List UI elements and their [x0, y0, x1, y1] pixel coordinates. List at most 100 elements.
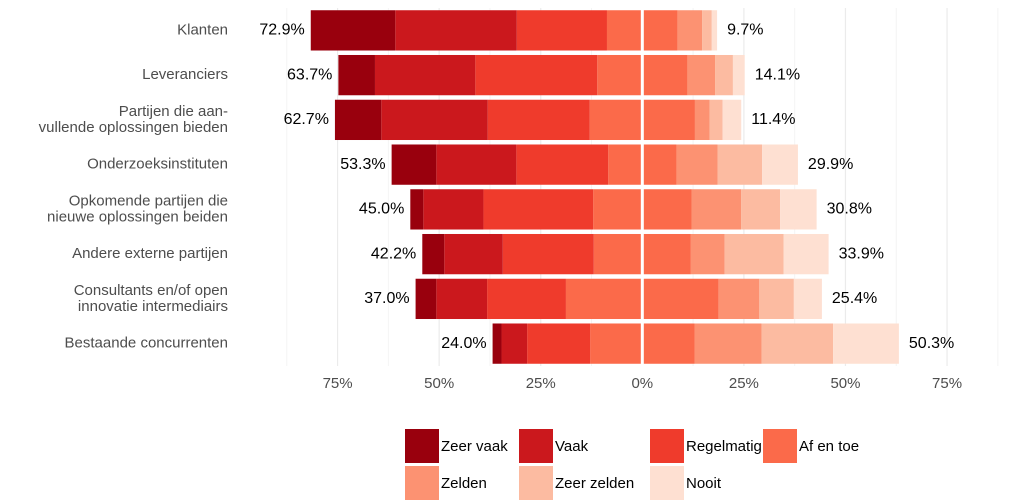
bar-segment [783, 233, 829, 275]
bar-segment [694, 99, 710, 141]
bar-segment [516, 10, 607, 51]
bar-segment [436, 278, 488, 320]
right-total-label: 11.4% [751, 111, 795, 128]
bar-segment [338, 54, 375, 96]
x-tick-label: 75% [932, 375, 962, 392]
category-line: Bestaande concurrenten [65, 335, 228, 352]
bar-segment [676, 144, 718, 185]
category-label: Consultants en/of open innovatie intermed… [74, 282, 228, 315]
x-tick-label: 25% [729, 375, 759, 392]
bar-segment [677, 10, 703, 51]
left-total-label: 62.7% [284, 111, 329, 128]
category-line: Onderzoeksinstituten [87, 156, 228, 173]
bar-segment [381, 99, 488, 141]
bar-segment [690, 233, 725, 275]
legend-swatch [650, 466, 684, 500]
x-tick-label: 50% [424, 375, 454, 392]
bar-segment [415, 278, 437, 320]
bar-segment [527, 323, 591, 364]
bar-segment [711, 10, 718, 51]
bar-segment [310, 10, 396, 51]
bar-segment [395, 10, 517, 51]
legend-label: Nooit [686, 475, 722, 492]
bar-segment [724, 233, 784, 275]
category-label: Bestaande concurrenten [65, 335, 228, 352]
category-line: nieuwe oplossingen beiden [47, 208, 228, 225]
bar-segment [717, 144, 763, 185]
bar-segment [374, 54, 476, 96]
left-total-label: 63.7% [287, 66, 332, 83]
right-total-label: 14.1% [755, 66, 800, 83]
category-label: Onderzoeksinstituten [87, 156, 228, 173]
bar-segment [762, 144, 798, 185]
bar-segment [475, 54, 598, 96]
bar-segment [694, 323, 762, 364]
bar-segment [423, 189, 484, 230]
bar-segment [718, 278, 760, 320]
bar-segment [422, 233, 445, 275]
legend-label: Regelmatig [686, 438, 762, 455]
bar-segment [715, 54, 733, 96]
bar-segment [444, 233, 503, 275]
legend-swatch [405, 429, 439, 463]
category-label: Andere externe partijen [72, 245, 228, 262]
left-total-label: 72.9% [259, 22, 304, 39]
bar-segment [761, 323, 834, 364]
bar-segment [502, 233, 594, 275]
bar-segment [487, 278, 566, 320]
left-total-label: 53.3% [340, 156, 385, 173]
legend-swatch [763, 429, 797, 463]
bar-segment [691, 189, 742, 230]
bar-segment [334, 99, 382, 141]
bar-segment [501, 323, 528, 364]
x-tick-label: 25% [526, 375, 556, 392]
category-label: Leveranciers [142, 66, 228, 83]
left-total-label: 45.0% [359, 201, 404, 218]
category-line: Opkomende partijen die [69, 192, 228, 209]
right-total-label: 33.9% [839, 245, 884, 262]
bar-segment [709, 99, 723, 141]
bar-segment [732, 54, 745, 96]
bar-segment [793, 278, 822, 320]
legend-swatch [519, 466, 553, 500]
legend-swatch [405, 466, 439, 500]
x-tick-label: 50% [830, 375, 860, 392]
bar-segment [702, 10, 712, 51]
category-line: Leveranciers [142, 66, 228, 83]
bar-segment [759, 278, 794, 320]
bar-segment [741, 189, 781, 230]
x-tick-label: 0% [631, 375, 653, 392]
bar-segment [410, 189, 424, 230]
bar-segment [492, 323, 502, 364]
category-line: Partijen die aan- [119, 103, 228, 120]
bar-segment [487, 99, 590, 141]
left-total-label: 42.2% [371, 245, 416, 262]
category-line: vullende oplossingen bieden [39, 119, 228, 136]
right-total-label: 50.3% [909, 335, 954, 352]
bar-segment [722, 99, 742, 141]
legend-swatch [519, 429, 553, 463]
bar-segment [687, 54, 716, 96]
legend-swatch [650, 429, 684, 463]
legend-label: Vaak [555, 438, 589, 455]
category-line: innovatie intermediairs [78, 298, 228, 315]
right-total-label: 9.7% [727, 22, 763, 39]
legend-label: Zeer zelden [555, 475, 634, 492]
category-line: Klanten [177, 21, 228, 38]
legend-label: Zelden [441, 475, 487, 492]
bar-segment [391, 144, 437, 185]
category-label: Opkomende partijen die nieuwe oplossingen… [47, 192, 228, 225]
category-line: Andere externe partijen [72, 245, 228, 262]
legend-label: Zeer vaak [441, 438, 508, 455]
legend-label: Af en toe [799, 438, 859, 455]
bar-segment [780, 189, 817, 230]
bar-segment [833, 323, 899, 364]
category-line: Consultants en/of open [74, 282, 228, 299]
left-total-label: 37.0% [364, 290, 409, 307]
bar-segment [436, 144, 517, 185]
category-label: Partijen die aan-vullende oplossingen bi… [39, 103, 228, 136]
left-total-label: 24.0% [441, 335, 486, 352]
bar-segment [483, 189, 594, 230]
bar-segment [516, 144, 609, 185]
